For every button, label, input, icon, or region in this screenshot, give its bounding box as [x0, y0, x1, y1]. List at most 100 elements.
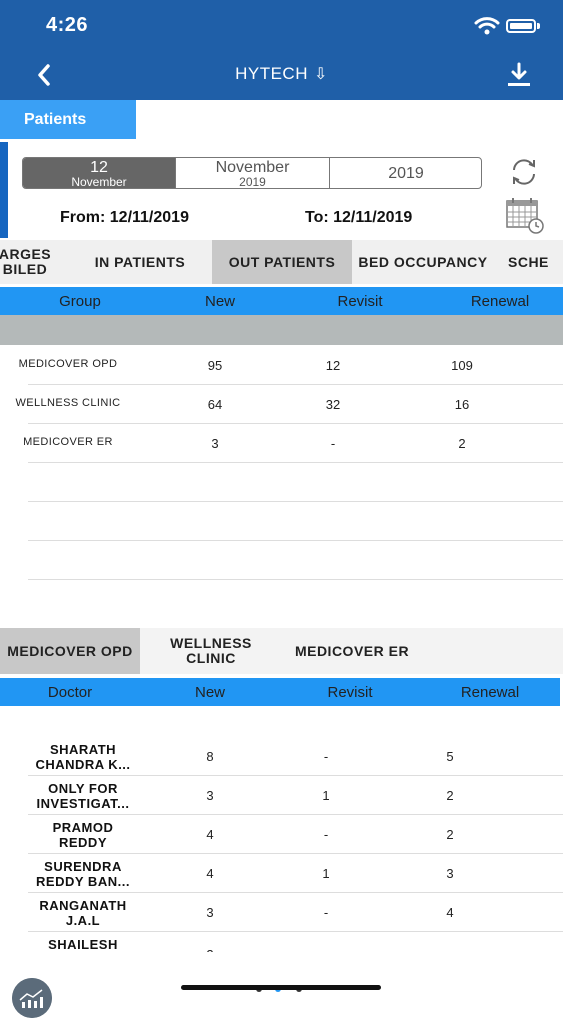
month-year-value: 2019	[239, 175, 266, 189]
header-renewal: Renewal	[470, 293, 530, 310]
header-doctor: Doctor	[47, 684, 93, 701]
group-table-band	[0, 315, 563, 345]
battery-icon	[506, 19, 536, 33]
clinic-tabs: MEDICOVER OPD WELLNESS CLINIC MEDICOVER …	[0, 628, 563, 674]
table-row[interactable]: ONLY FOR INVESTIGAT... 3 1 2	[0, 776, 563, 815]
main-tabs: Patients Revenue Diagnostics Pharma Requ…	[0, 100, 563, 142]
table-row[interactable]: SHAILESH 2	[0, 932, 563, 952]
group-new: 64	[207, 397, 223, 412]
doctor-name-line2: J.A.L	[65, 913, 101, 928]
row-divider	[28, 892, 563, 893]
section-tabs: ARGES BILED IN PATIENTS OUT PATIENTS BED…	[0, 240, 563, 284]
header-new: New	[194, 684, 225, 701]
doctor-name-line2: REDDY	[58, 835, 107, 850]
tab-patients[interactable]: Patients	[24, 111, 87, 128]
group-name: MEDICOVER ER	[23, 436, 113, 448]
empty-row	[0, 541, 563, 580]
doctor-renewal: 3	[446, 866, 454, 881]
row-divider	[28, 775, 563, 776]
row-divider	[28, 462, 563, 463]
table-row[interactable]: MEDICOVER ER 3 - 2	[0, 424, 563, 463]
doctor-name-line2: REDDY BAN...	[36, 874, 130, 889]
group-new: 95	[207, 358, 223, 373]
tab-out-patients[interactable]: OUT PATIENTS	[212, 240, 352, 284]
tab-schedule[interactable]: SCHE	[508, 253, 549, 270]
table-row[interactable]: PRAMOD REDDY 4 - 2	[0, 815, 563, 854]
group-name: WELLNESS CLINIC	[15, 397, 121, 409]
empty-row	[0, 502, 563, 541]
back-icon[interactable]	[30, 60, 60, 90]
month-segment[interactable]: November 2019	[175, 158, 329, 188]
status-time: 4:26	[46, 14, 89, 36]
doctor-revisit: 1	[322, 788, 330, 803]
group-table-header: Group New Revisit Renewal	[0, 287, 563, 315]
title-arrow-icon[interactable]: ⇩	[314, 66, 328, 83]
row-divider	[28, 579, 563, 580]
doctor-new: 4	[206, 866, 214, 881]
group-new: 3	[211, 436, 219, 451]
group-name: MEDICOVER OPD	[18, 358, 118, 370]
doctor-new: 8	[206, 749, 214, 764]
doctor-renewal: 4	[446, 905, 454, 920]
table-row[interactable]: MEDICOVER OPD 95 12 109	[0, 346, 563, 385]
doctor-name-line1: SURENDRA	[44, 859, 122, 874]
header-revisit: Revisit	[337, 293, 383, 310]
row-divider	[28, 501, 563, 502]
wifi-icon	[474, 17, 500, 35]
chart-icon[interactable]	[12, 978, 52, 1018]
download-icon[interactable]	[504, 60, 534, 90]
doctor-revisit: -	[323, 827, 329, 842]
subtab-medicover-opd[interactable]: MEDICOVER OPD	[0, 628, 140, 674]
doctor-revisit: 1	[322, 866, 330, 881]
tab-diagnostics[interactable]: Diagnostics	[252, 111, 343, 128]
home-indicator	[181, 985, 381, 990]
doctor-name-line2: INVESTIGAT...	[36, 796, 130, 811]
doctor-name-line1: SHAILESH	[48, 937, 118, 952]
calendar-icon[interactable]	[505, 196, 545, 234]
table-row[interactable]: RANGANATH J.A.L 3 - 4	[0, 893, 563, 932]
group-revisit: 12	[325, 358, 341, 373]
doctor-new: 3	[206, 905, 214, 920]
year-value: 2019	[388, 165, 424, 182]
doctor-name: SHAILESH	[28, 937, 138, 952]
month-value: November	[215, 159, 290, 176]
left-accent	[0, 142, 8, 238]
doctor-name: SURENDRA REDDY BAN...	[28, 859, 138, 889]
doctor-name: PRAMOD REDDY	[28, 820, 138, 850]
doctor-renewal: 2	[446, 827, 454, 842]
doctor-new: 4	[206, 827, 214, 842]
tab-charges-billed[interactable]: ARGES BILED	[0, 246, 52, 277]
tab-revenue[interactable]: Revenue	[145, 111, 212, 128]
doctor-renewal: 2	[446, 788, 454, 803]
tab-bed-occupancy[interactable]: BED OCCUPANCY	[358, 253, 488, 270]
table-row[interactable]: SURENDRA REDDY BAN... 4 1 3	[0, 854, 563, 893]
doctor-new: 2	[180, 947, 240, 952]
doctor-name-line1: RANGANATH	[39, 898, 127, 913]
row-divider	[28, 384, 563, 385]
group-revisit: 32	[325, 397, 341, 412]
tab-pharma[interactable]: Pharma	[393, 111, 452, 128]
header-renewal: Renewal	[460, 684, 520, 701]
header-group: Group	[59, 293, 101, 310]
subtab-wellness-clinic[interactable]: WELLNESS CLINIC	[170, 635, 252, 666]
subtab-medicover-er[interactable]: MEDICOVER ER	[294, 642, 410, 659]
from-date: From: 12/11/2019	[60, 209, 189, 226]
group-renewal: 2	[458, 436, 466, 451]
doctor-new: 3	[206, 788, 214, 803]
doctor-revisit: -	[323, 749, 329, 764]
tab-underline	[0, 139, 136, 142]
doctor-renewal: 5	[446, 749, 454, 764]
row-divider	[28, 814, 563, 815]
refresh-icon[interactable]	[506, 154, 542, 190]
group-renewal: 16	[454, 397, 470, 412]
day-segment[interactable]: 12 November	[23, 158, 175, 188]
table-row[interactable]: WELLNESS CLINIC 64 32 16	[0, 385, 563, 424]
table-row[interactable]: SHARATH CHANDRA K... 8 - 5	[0, 737, 563, 776]
row-divider	[28, 931, 563, 932]
year-segment[interactable]: 2019	[329, 158, 481, 188]
tab-in-patients[interactable]: IN PATIENTS	[94, 253, 186, 270]
doctor-revisit: -	[323, 905, 329, 920]
status-bar: 4:26	[0, 0, 563, 50]
doctor-name: SHARATH CHANDRA K...	[28, 742, 138, 772]
tab-requests[interactable]: Reque	[508, 111, 557, 128]
